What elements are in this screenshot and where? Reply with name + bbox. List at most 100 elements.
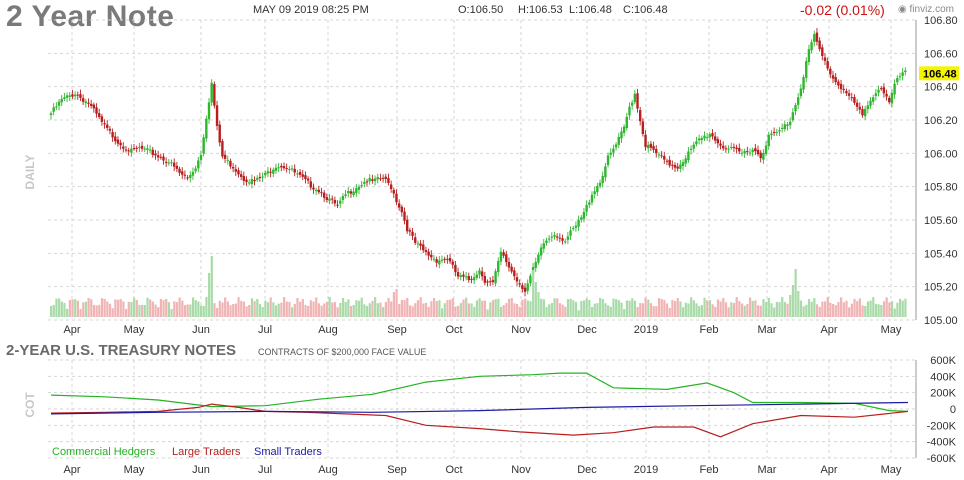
candle-body [588, 202, 591, 205]
candle-body [523, 287, 527, 292]
candle-body [381, 177, 385, 179]
candle-body [202, 137, 205, 154]
candle-body [574, 225, 578, 228]
candle-body [122, 146, 125, 149]
candle-body [558, 237, 562, 239]
candle-body [103, 123, 106, 125]
volume-bar [494, 299, 497, 317]
volume-bar [181, 300, 184, 317]
volume-bar [564, 306, 567, 317]
candle-body [660, 155, 663, 157]
legend-small: Small Traders [254, 446, 322, 458]
candle-body [148, 149, 152, 151]
candle-body [483, 275, 487, 283]
candle-body [518, 283, 521, 285]
volume-bar [690, 297, 693, 317]
candle-body [106, 124, 109, 128]
volume-bar [821, 301, 824, 317]
volume-bar [786, 303, 789, 317]
candle-body [156, 155, 160, 158]
candle-body [446, 258, 449, 260]
volume-bar [858, 298, 861, 317]
volume-bar [901, 300, 904, 317]
brand-text: finviz.com [909, 4, 954, 15]
candle-body [759, 152, 762, 159]
volume-bar [789, 295, 792, 317]
volume-bar [50, 306, 53, 317]
candle-body [470, 278, 473, 280]
candle-body [84, 101, 88, 104]
candle-body [159, 156, 163, 158]
candle-body [454, 264, 457, 273]
candle-body [491, 280, 495, 282]
x-tick-label: May [881, 324, 902, 336]
volume-bar [374, 297, 377, 317]
candle-body [52, 107, 55, 112]
volume-bar [832, 303, 835, 317]
volume-bar [384, 302, 387, 317]
candle-body [652, 146, 655, 150]
volume-bar [714, 306, 717, 317]
candle-body [269, 171, 272, 173]
volume-bar [805, 304, 808, 317]
candle-body [724, 148, 728, 150]
volume-bar [291, 307, 294, 317]
candle-body [550, 236, 554, 238]
candle-body [347, 190, 350, 194]
volume-bar [344, 301, 347, 317]
candle-body [684, 158, 687, 164]
volume-bar [861, 305, 864, 317]
volume-bar [687, 303, 690, 317]
candle-body [746, 151, 749, 153]
volume-bar [569, 298, 572, 317]
volume-bar [601, 298, 604, 317]
candle-body [526, 283, 529, 291]
volume-bar [684, 302, 687, 317]
candle-body [727, 148, 730, 150]
candle-body [740, 152, 744, 154]
close-value: C:106.48 [623, 4, 668, 16]
candle-body [521, 285, 524, 290]
candle-body [221, 141, 224, 157]
volume-bar [213, 303, 216, 317]
candle-body [644, 134, 647, 148]
x-tick-label: Apr [63, 324, 80, 336]
volume-bar [205, 297, 208, 317]
candle-body [253, 179, 256, 182]
volume-bar [360, 297, 363, 317]
candle-body [614, 144, 618, 148]
volume-bar [730, 302, 733, 317]
volume-bar [706, 300, 709, 317]
candle-body [604, 166, 607, 178]
volume-bar [877, 304, 880, 317]
candle-body [831, 75, 835, 79]
volume-bar [540, 298, 543, 317]
candle-body [189, 175, 192, 179]
candle-body [692, 144, 695, 149]
y-tick-label: 106.60 [924, 48, 958, 60]
volume-bar [387, 297, 390, 317]
volume-bar [170, 309, 173, 317]
candle-body [561, 238, 564, 241]
volume-bar [253, 301, 256, 317]
large-traders-line [50, 403, 909, 438]
candle-body [68, 95, 71, 97]
volume-bar [679, 301, 682, 317]
x-tick-label: Sep [387, 324, 407, 336]
volume-bar [245, 306, 248, 317]
volume-bar [767, 298, 770, 317]
brand-link[interactable]: ◉ finviz.com [898, 4, 954, 15]
volume-bar [810, 301, 813, 317]
last-price-tag [919, 66, 959, 81]
candle-body [805, 61, 808, 78]
candle-body [79, 94, 82, 98]
volume-bar [719, 301, 722, 317]
candle-body [379, 178, 382, 180]
volume-bar [194, 300, 197, 317]
candle-body [679, 164, 682, 169]
candle-body [191, 171, 195, 176]
volume-bar [765, 301, 768, 317]
volume-bar [682, 307, 685, 317]
candle-body [529, 275, 532, 284]
volume-bar [258, 304, 262, 317]
